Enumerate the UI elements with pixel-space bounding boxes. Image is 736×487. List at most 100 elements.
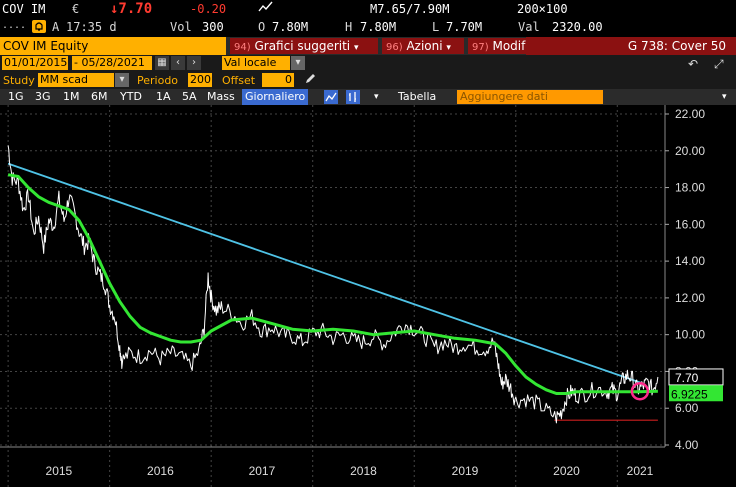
- y-tick-label: 16.00: [675, 217, 705, 231]
- y-tick-label: 22.00: [675, 107, 705, 121]
- study-label: Study: [3, 74, 35, 87]
- y-tick-label: 12.00: [675, 291, 705, 305]
- ticker-stats-row: .... A 17:35 d Vol 300 O 7.80M H 7.80M L…: [0, 18, 736, 37]
- last-price-box: [668, 368, 724, 386]
- modify-number: 97): [472, 42, 489, 53]
- undo-icon[interactable]: ↶: [688, 57, 699, 71]
- timeframe-3g[interactable]: 3G: [35, 90, 51, 103]
- study-select[interactable]: MM scad: [38, 73, 114, 87]
- quote-time: 17:35 d: [66, 20, 117, 34]
- function-menubar: COV IM Equity 94) Grafici suggeriti ▾ 96…: [0, 37, 736, 55]
- low-label: L: [432, 20, 440, 34]
- price-change: -0.20: [190, 2, 227, 16]
- end-date-value: 05/28/2021: [81, 56, 145, 69]
- val-value: 2320.00: [552, 20, 603, 34]
- y-tick-label: 14.00: [675, 254, 705, 268]
- last-price: ↓7.70: [110, 1, 153, 17]
- period-value: 200: [190, 73, 211, 86]
- modify-label: Modif: [492, 39, 526, 53]
- last-value-labels: 7.70 6.9225: [668, 368, 724, 402]
- table-button[interactable]: Tabella: [398, 90, 437, 103]
- moving-average-line: [7, 173, 658, 395]
- timeframe-5a[interactable]: 5A: [182, 90, 197, 103]
- x-tick-label: 2018: [350, 464, 377, 478]
- study-value: MM scad: [40, 73, 88, 86]
- x-tick-label: 2019: [452, 464, 479, 478]
- expand-icon[interactable]: ⤢: [714, 57, 724, 71]
- val-label: Val: [518, 20, 540, 34]
- currency-label: €: [72, 2, 80, 16]
- timeframe-ytd[interactable]: YTD: [120, 90, 142, 103]
- volume-label: Vol: [170, 20, 192, 34]
- actions-button[interactable]: 96) Azioni ▾: [382, 38, 464, 54]
- suggested-charts-number: 94): [234, 42, 251, 53]
- x-axis: 2015 2016 2017 2018 2019 2020 2021: [0, 446, 665, 478]
- offset-label: Offset: [222, 74, 256, 87]
- calendar-icon[interactable]: ▦: [155, 56, 169, 70]
- ma-value-box: [669, 385, 723, 402]
- dash: -: [74, 56, 82, 69]
- actions-label: Azioni: [406, 39, 443, 53]
- caret-down-icon: ▾: [446, 43, 451, 53]
- session-code: A: [52, 20, 60, 34]
- ticker-symbol[interactable]: COV IM: [2, 2, 46, 16]
- chart-series: [7, 145, 659, 424]
- chevron-left-icon[interactable]: ‹: [171, 56, 185, 70]
- caret-down-icon[interactable]: ▾: [374, 92, 379, 102]
- actions-number: 96): [386, 42, 403, 53]
- bid-ask: M7.65/7.90M: [370, 2, 450, 16]
- volume-value: 300: [202, 20, 224, 34]
- ticker-row: COV IM € ↓7.70 -0.20 M7.65/7.90M 200×100: [0, 0, 736, 18]
- open-label: O: [258, 20, 266, 34]
- chevron-right-icon[interactable]: ›: [187, 56, 201, 70]
- start-date-field[interactable]: 01/01/2015: [2, 56, 68, 70]
- bell-icon[interactable]: [32, 20, 46, 33]
- x-tick-label: 2020: [553, 464, 580, 478]
- timeframe-1a[interactable]: 1A: [156, 90, 171, 103]
- price-line: [7, 145, 659, 424]
- timeframe-6m[interactable]: 6M: [91, 90, 108, 103]
- price-chart[interactable]: 22.0020.0018.0016.0014.0012.0010.008.006…: [0, 105, 736, 487]
- timeframe-max[interactable]: Mass: [207, 90, 235, 103]
- dots-indicator: ....: [2, 20, 27, 31]
- currency-select-value: Val locale: [224, 56, 277, 69]
- y-tick-label: 6.00: [675, 401, 699, 415]
- offset-value: 0: [285, 73, 292, 86]
- start-date-value: 01/01/2015: [4, 56, 68, 69]
- add-data-input[interactable]: Aggiungere dati: [457, 90, 603, 104]
- high-label: H: [345, 20, 353, 34]
- date-range-row: 01/01/2015 - 05/28/2021 ▦ ‹ › Val locale…: [0, 55, 736, 72]
- tick-check-icon: [258, 1, 274, 16]
- bar-type-icon[interactable]: [346, 89, 360, 105]
- caret-down-icon[interactable]: ▾: [722, 92, 727, 102]
- frequency-select[interactable]: Giornaliero: [242, 89, 309, 105]
- suggested-charts-label: Grafici suggeriti: [254, 39, 351, 53]
- suggested-charts-button[interactable]: 94) Grafici suggeriti ▾: [230, 38, 378, 54]
- security-field[interactable]: COV IM Equity: [0, 37, 226, 55]
- offset-input[interactable]: 0: [262, 73, 294, 87]
- pencil-icon[interactable]: [304, 73, 316, 88]
- y-tick-label: 20.00: [675, 144, 705, 158]
- x-tick-label: 2015: [46, 464, 73, 478]
- high-value: 7.80M: [360, 20, 397, 34]
- caret-down-icon: ▾: [353, 43, 359, 53]
- chart-grid: [0, 105, 665, 487]
- ma-value-label: 6.9225: [671, 387, 708, 401]
- low-value: 7.70M: [446, 20, 483, 34]
- currency-select[interactable]: Val locale: [222, 56, 290, 70]
- timeframe-1m[interactable]: 1M: [63, 90, 80, 103]
- open-value: 7.80M: [272, 20, 309, 34]
- add-data-placeholder: Aggiungere dati: [460, 90, 548, 103]
- end-date-field[interactable]: - 05/28/2021: [72, 56, 152, 70]
- x-tick-label: 2021: [627, 464, 654, 478]
- line-chart-icon[interactable]: [324, 89, 338, 105]
- study-row: Study MM scad ▾ Periodo 200 Offset 0: [0, 72, 736, 89]
- period-label: Periodo: [137, 74, 179, 87]
- cover-label: G 738: Cover 50: [627, 39, 726, 53]
- trend-line: [7, 162, 643, 385]
- period-input[interactable]: 200: [188, 73, 212, 87]
- caret-down-icon[interactable]: ▾: [291, 56, 305, 70]
- last-price-label: 7.70: [675, 371, 699, 385]
- timeframe-1g[interactable]: 1G: [8, 90, 24, 103]
- caret-down-icon[interactable]: ▾: [115, 73, 129, 87]
